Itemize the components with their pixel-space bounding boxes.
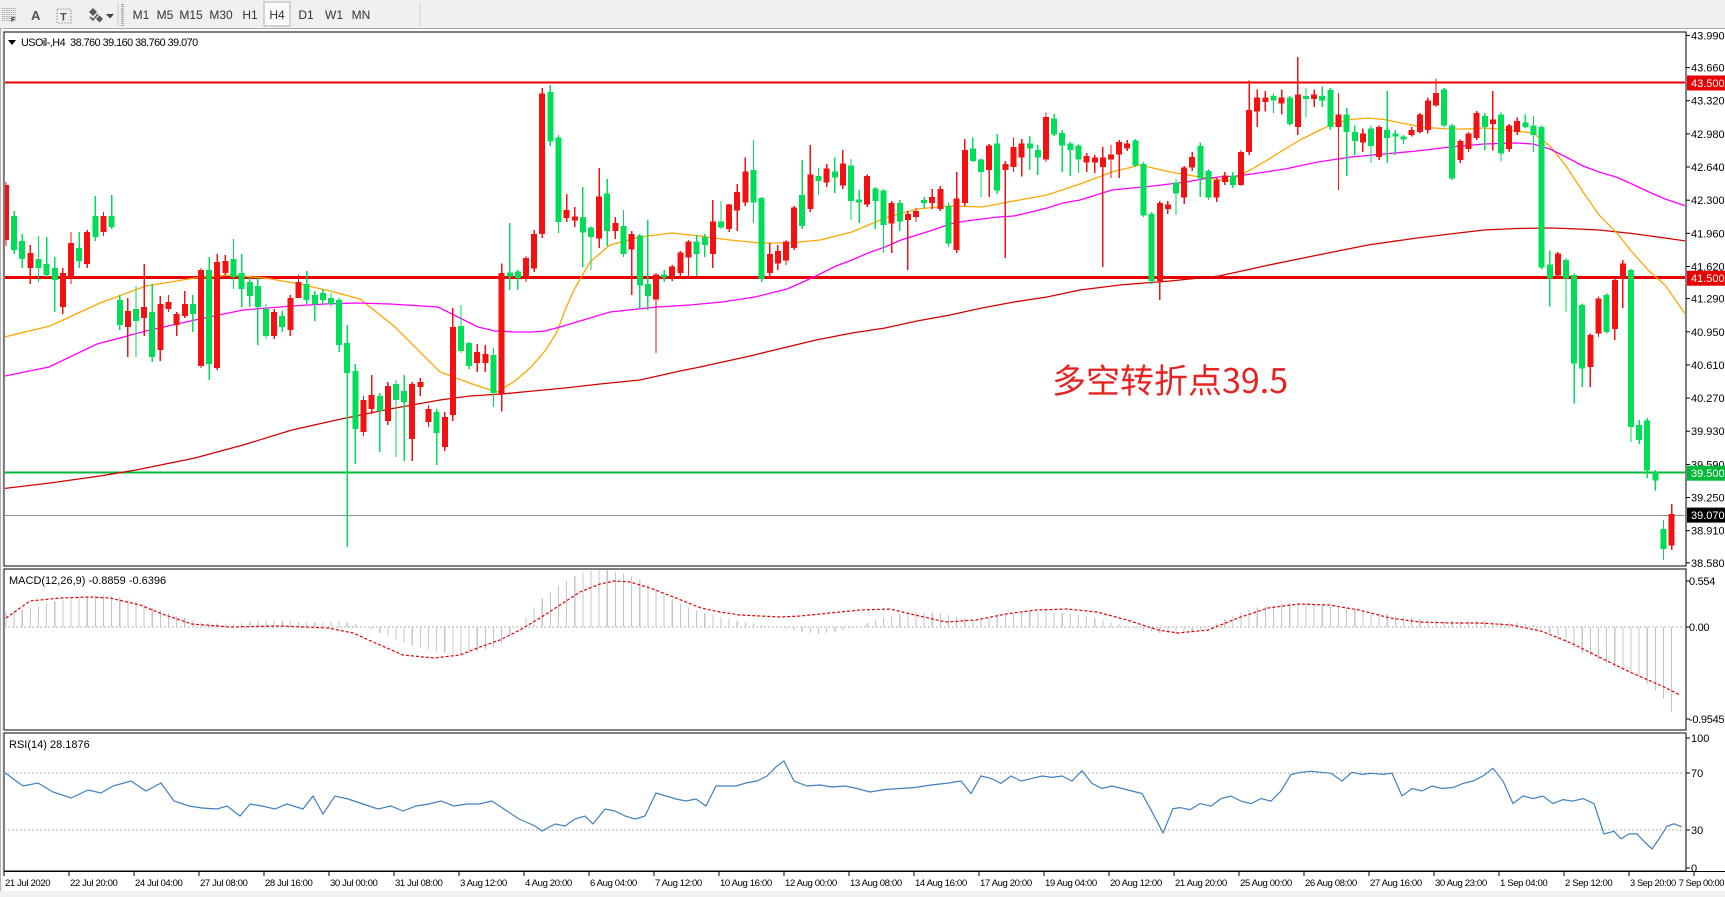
svg-text:W1: W1 xyxy=(325,8,343,22)
svg-text:F: F xyxy=(11,17,16,24)
svg-text:41.620: 41.620 xyxy=(1691,262,1725,274)
svg-text:40.950: 40.950 xyxy=(1691,327,1725,339)
svg-text:7 Aug 12:00: 7 Aug 12:00 xyxy=(655,878,702,889)
svg-text:24 Jul 04:00: 24 Jul 04:00 xyxy=(135,878,183,889)
svg-text:D1: D1 xyxy=(298,8,314,22)
svg-text:MACD(12,26,9) -0.8859 -0.6396: MACD(12,26,9) -0.8859 -0.6396 xyxy=(9,575,166,587)
svg-text:42.640: 42.640 xyxy=(1691,162,1725,174)
svg-text:100: 100 xyxy=(1691,733,1709,745)
svg-text:40.270: 40.270 xyxy=(1691,393,1725,405)
svg-text:41.500: 41.500 xyxy=(1691,273,1725,285)
svg-text:M5: M5 xyxy=(157,8,174,22)
svg-text:38.910: 38.910 xyxy=(1691,526,1725,538)
svg-text:38.580: 38.580 xyxy=(1691,558,1725,570)
svg-text:39.500: 39.500 xyxy=(1691,468,1725,480)
svg-text:25 Aug 00:00: 25 Aug 00:00 xyxy=(1240,878,1292,889)
svg-text:43.500: 43.500 xyxy=(1691,78,1725,90)
svg-text:43.660: 43.660 xyxy=(1691,63,1725,75)
svg-text:USOil-,H4 38.760 39.160 38.76: USOil-,H4 38.760 39.160 38.760 39.070 xyxy=(21,37,198,49)
svg-text:39.930: 39.930 xyxy=(1691,426,1725,438)
svg-text:28 Jul 16:00: 28 Jul 16:00 xyxy=(265,878,313,889)
svg-text:13 Aug 08:00: 13 Aug 08:00 xyxy=(850,878,902,889)
svg-text:43.990: 43.990 xyxy=(1691,30,1725,42)
svg-text:27 Jul 08:00: 27 Jul 08:00 xyxy=(200,878,248,889)
svg-text:0.00: 0.00 xyxy=(1689,622,1709,634)
svg-text:42.980: 42.980 xyxy=(1691,129,1725,141)
svg-text:-0.9545: -0.9545 xyxy=(1689,714,1724,726)
svg-text:4 Aug 20:00: 4 Aug 20:00 xyxy=(525,878,572,889)
svg-text:40.610: 40.610 xyxy=(1691,360,1725,372)
svg-text:0: 0 xyxy=(1691,863,1697,875)
svg-text:H4: H4 xyxy=(269,8,285,22)
svg-text:30 Aug 23:00: 30 Aug 23:00 xyxy=(1435,878,1487,889)
svg-text:1 Sep 04:00: 1 Sep 04:00 xyxy=(1500,878,1547,889)
svg-text:M15: M15 xyxy=(179,8,203,22)
svg-text:H1: H1 xyxy=(242,8,258,22)
svg-text:31 Jul 08:00: 31 Jul 08:00 xyxy=(395,878,443,889)
svg-text:7 Sep 00:00: 7 Sep 00:00 xyxy=(1679,878,1724,888)
svg-text:6 Aug 04:00: 6 Aug 04:00 xyxy=(590,878,637,889)
svg-text:T: T xyxy=(60,12,67,24)
svg-text:RSI(14) 28.1876: RSI(14) 28.1876 xyxy=(9,739,90,751)
svg-text:10 Aug 16:00: 10 Aug 16:00 xyxy=(720,878,772,889)
svg-text:22 Jul 20:00: 22 Jul 20:00 xyxy=(70,878,118,889)
svg-text:2 Sep 12:00: 2 Sep 12:00 xyxy=(1565,878,1612,889)
svg-text:M1: M1 xyxy=(133,8,150,22)
svg-text:41.960: 41.960 xyxy=(1691,228,1725,240)
svg-text:27 Aug 16:00: 27 Aug 16:00 xyxy=(1370,878,1422,889)
svg-text:30 Jul 00:00: 30 Jul 00:00 xyxy=(330,878,378,889)
svg-text:42.300: 42.300 xyxy=(1691,195,1725,207)
svg-text:21 Aug 20:00: 21 Aug 20:00 xyxy=(1175,878,1227,889)
svg-text:3 Aug 12:00: 3 Aug 12:00 xyxy=(460,878,507,889)
svg-text:17 Aug 20:00: 17 Aug 20:00 xyxy=(980,878,1032,889)
svg-text:39.250: 39.250 xyxy=(1691,493,1725,505)
svg-text:19 Aug 04:00: 19 Aug 04:00 xyxy=(1045,878,1097,889)
svg-text:A: A xyxy=(31,8,41,23)
svg-text:12 Aug 00:00: 12 Aug 00:00 xyxy=(785,878,837,889)
svg-text:M30: M30 xyxy=(209,8,233,22)
svg-text:39.070: 39.070 xyxy=(1691,510,1725,522)
svg-text:41.290: 41.290 xyxy=(1691,294,1725,306)
svg-text:20 Aug 12:00: 20 Aug 12:00 xyxy=(1110,878,1162,889)
svg-text:70: 70 xyxy=(1691,768,1703,780)
svg-text:14 Aug 16:00: 14 Aug 16:00 xyxy=(915,878,967,889)
svg-text:MN: MN xyxy=(352,8,371,22)
svg-text:26 Aug 08:00: 26 Aug 08:00 xyxy=(1305,878,1357,889)
svg-text:0.554: 0.554 xyxy=(1689,576,1715,588)
svg-text:43.320: 43.320 xyxy=(1691,96,1725,108)
svg-text:3 Sep 20:00: 3 Sep 20:00 xyxy=(1630,878,1676,888)
svg-text:21 Jul 2020: 21 Jul 2020 xyxy=(5,878,50,889)
svg-text:30: 30 xyxy=(1691,825,1703,837)
